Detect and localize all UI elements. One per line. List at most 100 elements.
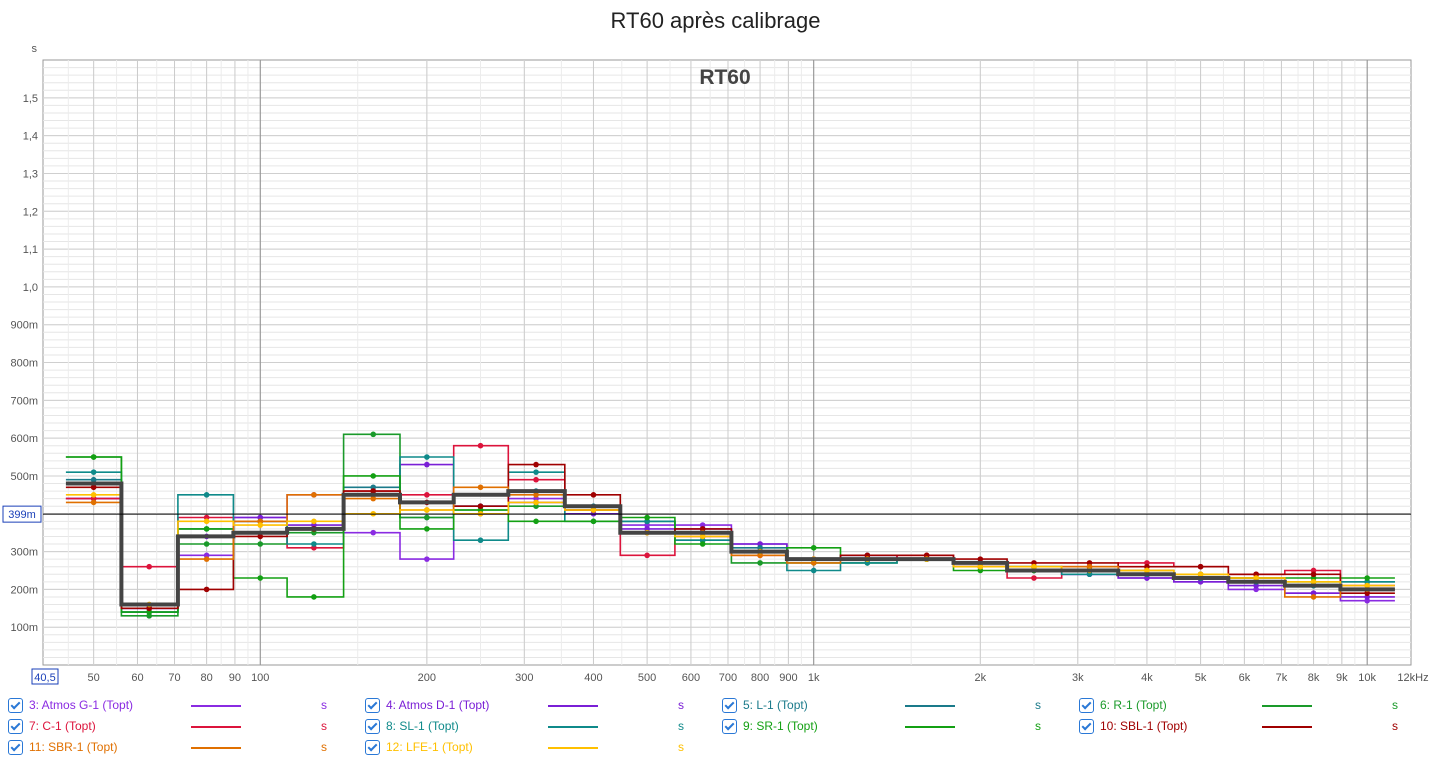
- data-point: [257, 533, 264, 540]
- data-point: [1310, 571, 1317, 578]
- data-point: [311, 594, 317, 600]
- y-tick-label: 1,1: [23, 244, 38, 256]
- y-tick-label: 300m: [10, 547, 38, 559]
- legend-item[interactable]: 6: R-1 (Topt): [1079, 696, 1167, 714]
- data-point: [370, 488, 377, 494]
- y-tick-label: 600m: [10, 433, 38, 445]
- x-tick-label: 300: [515, 672, 533, 684]
- x-tick-label: 10k: [1358, 672, 1376, 684]
- x-tick-label: 70: [168, 672, 180, 684]
- legend-swatch: [191, 747, 241, 749]
- series-average: [65, 481, 1395, 607]
- y-tick-label: 800m: [10, 358, 38, 370]
- data-point: [533, 476, 539, 483]
- cursor-label: 399m: [8, 509, 36, 521]
- y-axis-unit: s: [32, 43, 38, 55]
- data-point: [644, 514, 650, 521]
- y-tick-label: 100m: [10, 622, 38, 634]
- data-point: [533, 492, 539, 498]
- legend-item[interactable]: 4: Atmos D-1 (Topt): [365, 696, 489, 714]
- legend-label: 6: R-1 (Topt): [1100, 698, 1167, 712]
- x-tick-label: 12kHz: [1397, 672, 1428, 684]
- data-point: [257, 522, 264, 528]
- x-origin-box: [31, 668, 59, 685]
- rt60-chart[interactable]: 100m200m300m400m500m600m700m800m900m1,01…: [0, 0, 1431, 690]
- legend-item[interactable]: 11: SBR-1 (Topt): [8, 738, 117, 756]
- data-point: [1364, 582, 1370, 589]
- legend-label: 4: Atmos D-1 (Topt): [386, 698, 490, 712]
- legend-item[interactable]: 10: SBL-1 (Topt): [1079, 717, 1187, 735]
- legend-checkbox[interactable]: [8, 697, 23, 713]
- legend-swatch: [548, 705, 598, 707]
- legend-checkbox[interactable]: [365, 697, 380, 713]
- legend-item[interactable]: 12: LFE-1 (Topt): [365, 738, 473, 756]
- data-point: [757, 560, 763, 566]
- data-point: [477, 484, 484, 491]
- data-point: [477, 537, 484, 544]
- data-point: [533, 518, 539, 525]
- data-point: [1031, 575, 1037, 581]
- legend-item[interactable]: 5: L-1 (Topt): [722, 696, 808, 714]
- data-point: [90, 469, 97, 475]
- data-point: [977, 563, 984, 570]
- legend-item[interactable]: 8: SL-1 (Topt): [365, 717, 459, 735]
- y-tick-label: 1,3: [23, 168, 38, 180]
- data-point: [590, 518, 597, 525]
- data-point: [590, 492, 597, 498]
- legend-label: 12: LFE-1 (Topt): [386, 740, 473, 754]
- data-point: [370, 473, 377, 479]
- legend: 3: Atmos G-1 (Topt) s 4: Atmos D-1 (Topt) s…: [0, 694, 1431, 774]
- legend-unit: s: [321, 740, 327, 754]
- legend-checkbox[interactable]: [365, 739, 380, 755]
- legend-label: 11: SBR-1 (Topt): [29, 740, 118, 754]
- data-point: [203, 492, 210, 498]
- legend-unit: s: [321, 698, 327, 712]
- data-point: [1197, 571, 1204, 578]
- legend-unit: s: [678, 698, 684, 712]
- data-point: [1310, 579, 1317, 585]
- x-tick-label: 3k: [1072, 672, 1084, 684]
- x-tick-label: 90: [229, 672, 241, 684]
- legend-item[interactable]: 9: SR-1 (Topt): [722, 717, 818, 735]
- legend-checkbox[interactable]: [1079, 697, 1094, 713]
- x-tick-label: 200: [418, 672, 436, 684]
- legend-checkbox[interactable]: [8, 718, 23, 734]
- legend-swatch: [548, 726, 598, 728]
- data-point: [370, 495, 377, 502]
- legend-checkbox[interactable]: [365, 718, 380, 734]
- legend-item[interactable]: 3: Atmos G-1 (Topt): [8, 696, 133, 714]
- x-tick-label: 5k: [1195, 672, 1207, 684]
- data-point: [311, 541, 317, 547]
- x-tick-label: 4k: [1141, 672, 1153, 684]
- data-point: [810, 544, 817, 551]
- data-point: [90, 484, 97, 491]
- data-point: [203, 556, 210, 562]
- cursor-label-box: [2, 505, 42, 523]
- data-point: [424, 556, 430, 562]
- x-tick-label: 7k: [1276, 672, 1288, 684]
- legend-swatch: [1262, 705, 1312, 707]
- data-point: [424, 492, 430, 498]
- legend-checkbox[interactable]: [8, 739, 23, 755]
- legend-checkbox[interactable]: [1079, 718, 1094, 734]
- y-tick-label: 1,2: [23, 206, 38, 218]
- x-tick-label: 8k: [1308, 672, 1320, 684]
- data-point: [311, 492, 317, 498]
- y-tick-label: 700m: [10, 395, 38, 407]
- legend-checkbox[interactable]: [722, 697, 737, 713]
- data-point: [203, 541, 210, 547]
- x-tick-label: 50: [88, 672, 100, 684]
- data-point: [203, 518, 210, 525]
- x-origin-label: 40,5: [34, 672, 55, 684]
- legend-item[interactable]: 7: C-1 (Topt): [8, 717, 96, 735]
- data-point: [370, 529, 377, 536]
- legend-unit: s: [1035, 698, 1041, 712]
- data-point: [810, 567, 817, 574]
- data-point: [477, 503, 484, 509]
- legend-checkbox[interactable]: [722, 718, 737, 734]
- y-tick-label: 1,0: [23, 282, 38, 294]
- data-point: [1253, 575, 1259, 581]
- x-tick-label: 900: [779, 672, 797, 684]
- data-point: [90, 499, 97, 506]
- data-point: [1031, 563, 1037, 570]
